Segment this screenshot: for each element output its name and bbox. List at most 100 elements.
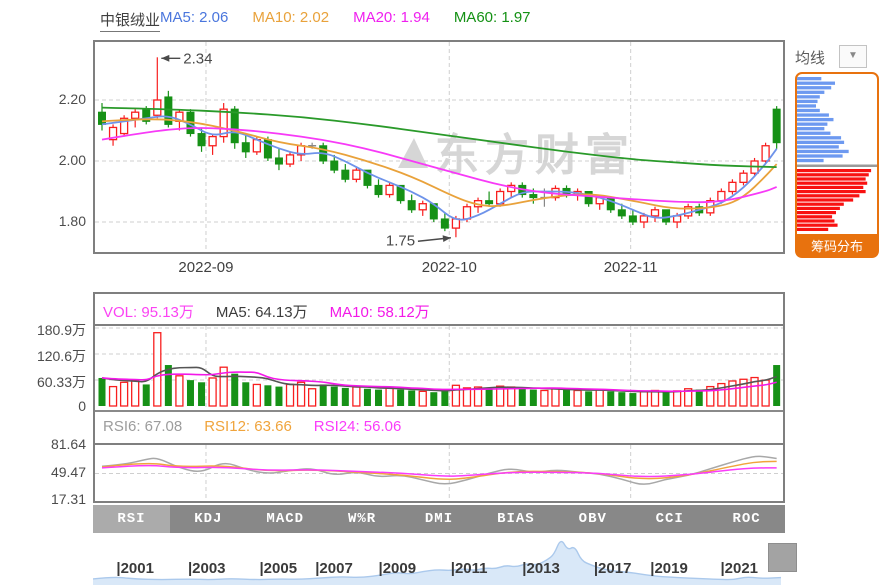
- divider: [95, 324, 783, 326]
- chip-row-red: [797, 177, 866, 181]
- chip-row-blue: [797, 117, 834, 122]
- volume-header-ma5: MA5: 64.13万: [215, 304, 308, 321]
- ma-line-ma20: [101, 127, 778, 204]
- candle: [131, 109, 140, 128]
- tab-rsi[interactable]: RSI: [93, 505, 170, 533]
- chip-row-blue: [797, 99, 818, 104]
- chip-row-blue: [797, 131, 831, 135]
- rsi-line-rsi24: [101, 464, 777, 478]
- svg-text:1.75: 1.75: [386, 232, 415, 249]
- rsi-header-rsi6: RSI6: 67.08: [103, 418, 183, 435]
- volume-bar: [672, 390, 682, 407]
- timeline-year-2007: |2007: [315, 560, 353, 577]
- price-annotation: 1.75: [386, 232, 451, 249]
- tab-macd[interactable]: MACD: [266, 511, 305, 527]
- chip-row-red: [797, 206, 840, 210]
- candle: [352, 167, 361, 183]
- main-candlestick-chart[interactable]: 东方财富 2.34 1.75: [93, 40, 785, 254]
- tab-kdj[interactable]: KDJ: [194, 511, 223, 527]
- chip-distribution-button[interactable]: 筹码分布: [795, 236, 879, 258]
- rsi-y-tick: 49.47: [50, 463, 86, 480]
- ma-legend-item-ma20: MA20: 1.94: [353, 9, 430, 26]
- candle: [385, 182, 394, 198]
- volume-bar: [307, 388, 317, 407]
- tab-w%r[interactable]: W%R: [348, 511, 377, 527]
- ma-line-ma60: [101, 106, 777, 168]
- tab-roc[interactable]: ROC: [732, 511, 761, 527]
- volume-bar: [341, 387, 349, 406]
- volume-bar: [164, 365, 172, 406]
- candle: [628, 209, 637, 226]
- chip-row-blue: [797, 77, 822, 81]
- volume-bar: [540, 389, 549, 407]
- chip-row-blue: [797, 122, 828, 126]
- candle: [119, 115, 129, 137]
- timeline-area-chart[interactable]: [93, 534, 785, 585]
- timeline-year-2011: |2011: [450, 560, 488, 577]
- rsi-header-rsi24: RSI24: 56.06: [313, 418, 402, 435]
- candle: [374, 179, 383, 198]
- chip-row-blue: [797, 140, 845, 144]
- chip-row-red: [797, 190, 866, 194]
- chip-row-red: [797, 223, 838, 227]
- volume-bar: [441, 390, 449, 406]
- rsi-plot[interactable]: [95, 445, 783, 501]
- chip-row-blue: [797, 90, 825, 94]
- candle: [650, 206, 660, 222]
- volume-bar: [462, 387, 472, 407]
- main-x-tick: 2022-10: [421, 259, 477, 276]
- volume-bar: [153, 332, 162, 407]
- volume-bar: [485, 388, 493, 406]
- volume-y-tick: 120.6万: [36, 347, 86, 364]
- volume-bar: [231, 373, 239, 406]
- chip-distribution-panel[interactable]: 筹码分布: [795, 72, 879, 258]
- main-x-tick: 2022-11: [603, 259, 658, 276]
- tab-bias[interactable]: BIAS: [497, 511, 535, 527]
- volume-plot[interactable]: [95, 326, 783, 410]
- volume-bar: [706, 385, 715, 407]
- timeline-navigator[interactable]: |2001 |2003 |2005 |2007 |2009 |2011 |2013 |2017…: [93, 534, 785, 585]
- chip-row-blue: [797, 108, 820, 113]
- chip-row-red: [797, 215, 833, 219]
- candle: [341, 164, 350, 183]
- volume-bar: [252, 383, 261, 407]
- chip-row-blue: [797, 86, 832, 90]
- chip-distribution-histogram[interactable]: [795, 72, 879, 236]
- volume-bar: [507, 386, 516, 407]
- candle: [772, 106, 781, 149]
- timeline-scroll-thumb[interactable]: [768, 543, 797, 572]
- chip-row-blue: [797, 127, 825, 131]
- timeline-year-2001: |2001: [116, 560, 154, 577]
- indicator-panels: VOL: 95.13万 MA5: 64.13万 MA10: 58.12万 RSI6:…: [93, 292, 785, 503]
- tab-cci[interactable]: CCI: [655, 511, 684, 527]
- rsi-line-rsi12: [101, 460, 777, 481]
- candle: [219, 103, 228, 143]
- volume-bar: [662, 392, 670, 406]
- candle: [108, 124, 118, 146]
- volume-bar: [296, 381, 306, 407]
- volume-bar: [418, 390, 427, 407]
- volume-bar: [264, 385, 272, 406]
- tab-obv[interactable]: OBV: [578, 511, 607, 527]
- volume-bar: [451, 384, 461, 407]
- volume-header: VOL: 95.13万 MA5: 64.13万 MA10: 58.12万: [103, 301, 430, 322]
- chip-row-red: [797, 173, 869, 177]
- candle: [639, 212, 649, 229]
- volume-header-ma10: MA10: 58.12万: [329, 304, 430, 321]
- annotation-arrowhead: [442, 235, 451, 242]
- rsi-line-rsi6: [101, 455, 777, 485]
- chip-row-blue: [797, 158, 824, 163]
- candle: [407, 194, 416, 213]
- volume-bar: [131, 379, 140, 407]
- ma-dropdown-button[interactable]: ▼: [839, 45, 867, 68]
- chip-row-red: [797, 181, 868, 185]
- chip-row-red: [797, 211, 836, 215]
- tab-dmi[interactable]: DMI: [424, 511, 454, 527]
- svg-text:2.34: 2.34: [183, 50, 212, 67]
- candle: [241, 133, 250, 158]
- candle: [761, 142, 770, 165]
- ma-legend-item-ma5: MA5: 2.06: [160, 9, 229, 26]
- rsi-y-tick: 81.64: [50, 436, 86, 452]
